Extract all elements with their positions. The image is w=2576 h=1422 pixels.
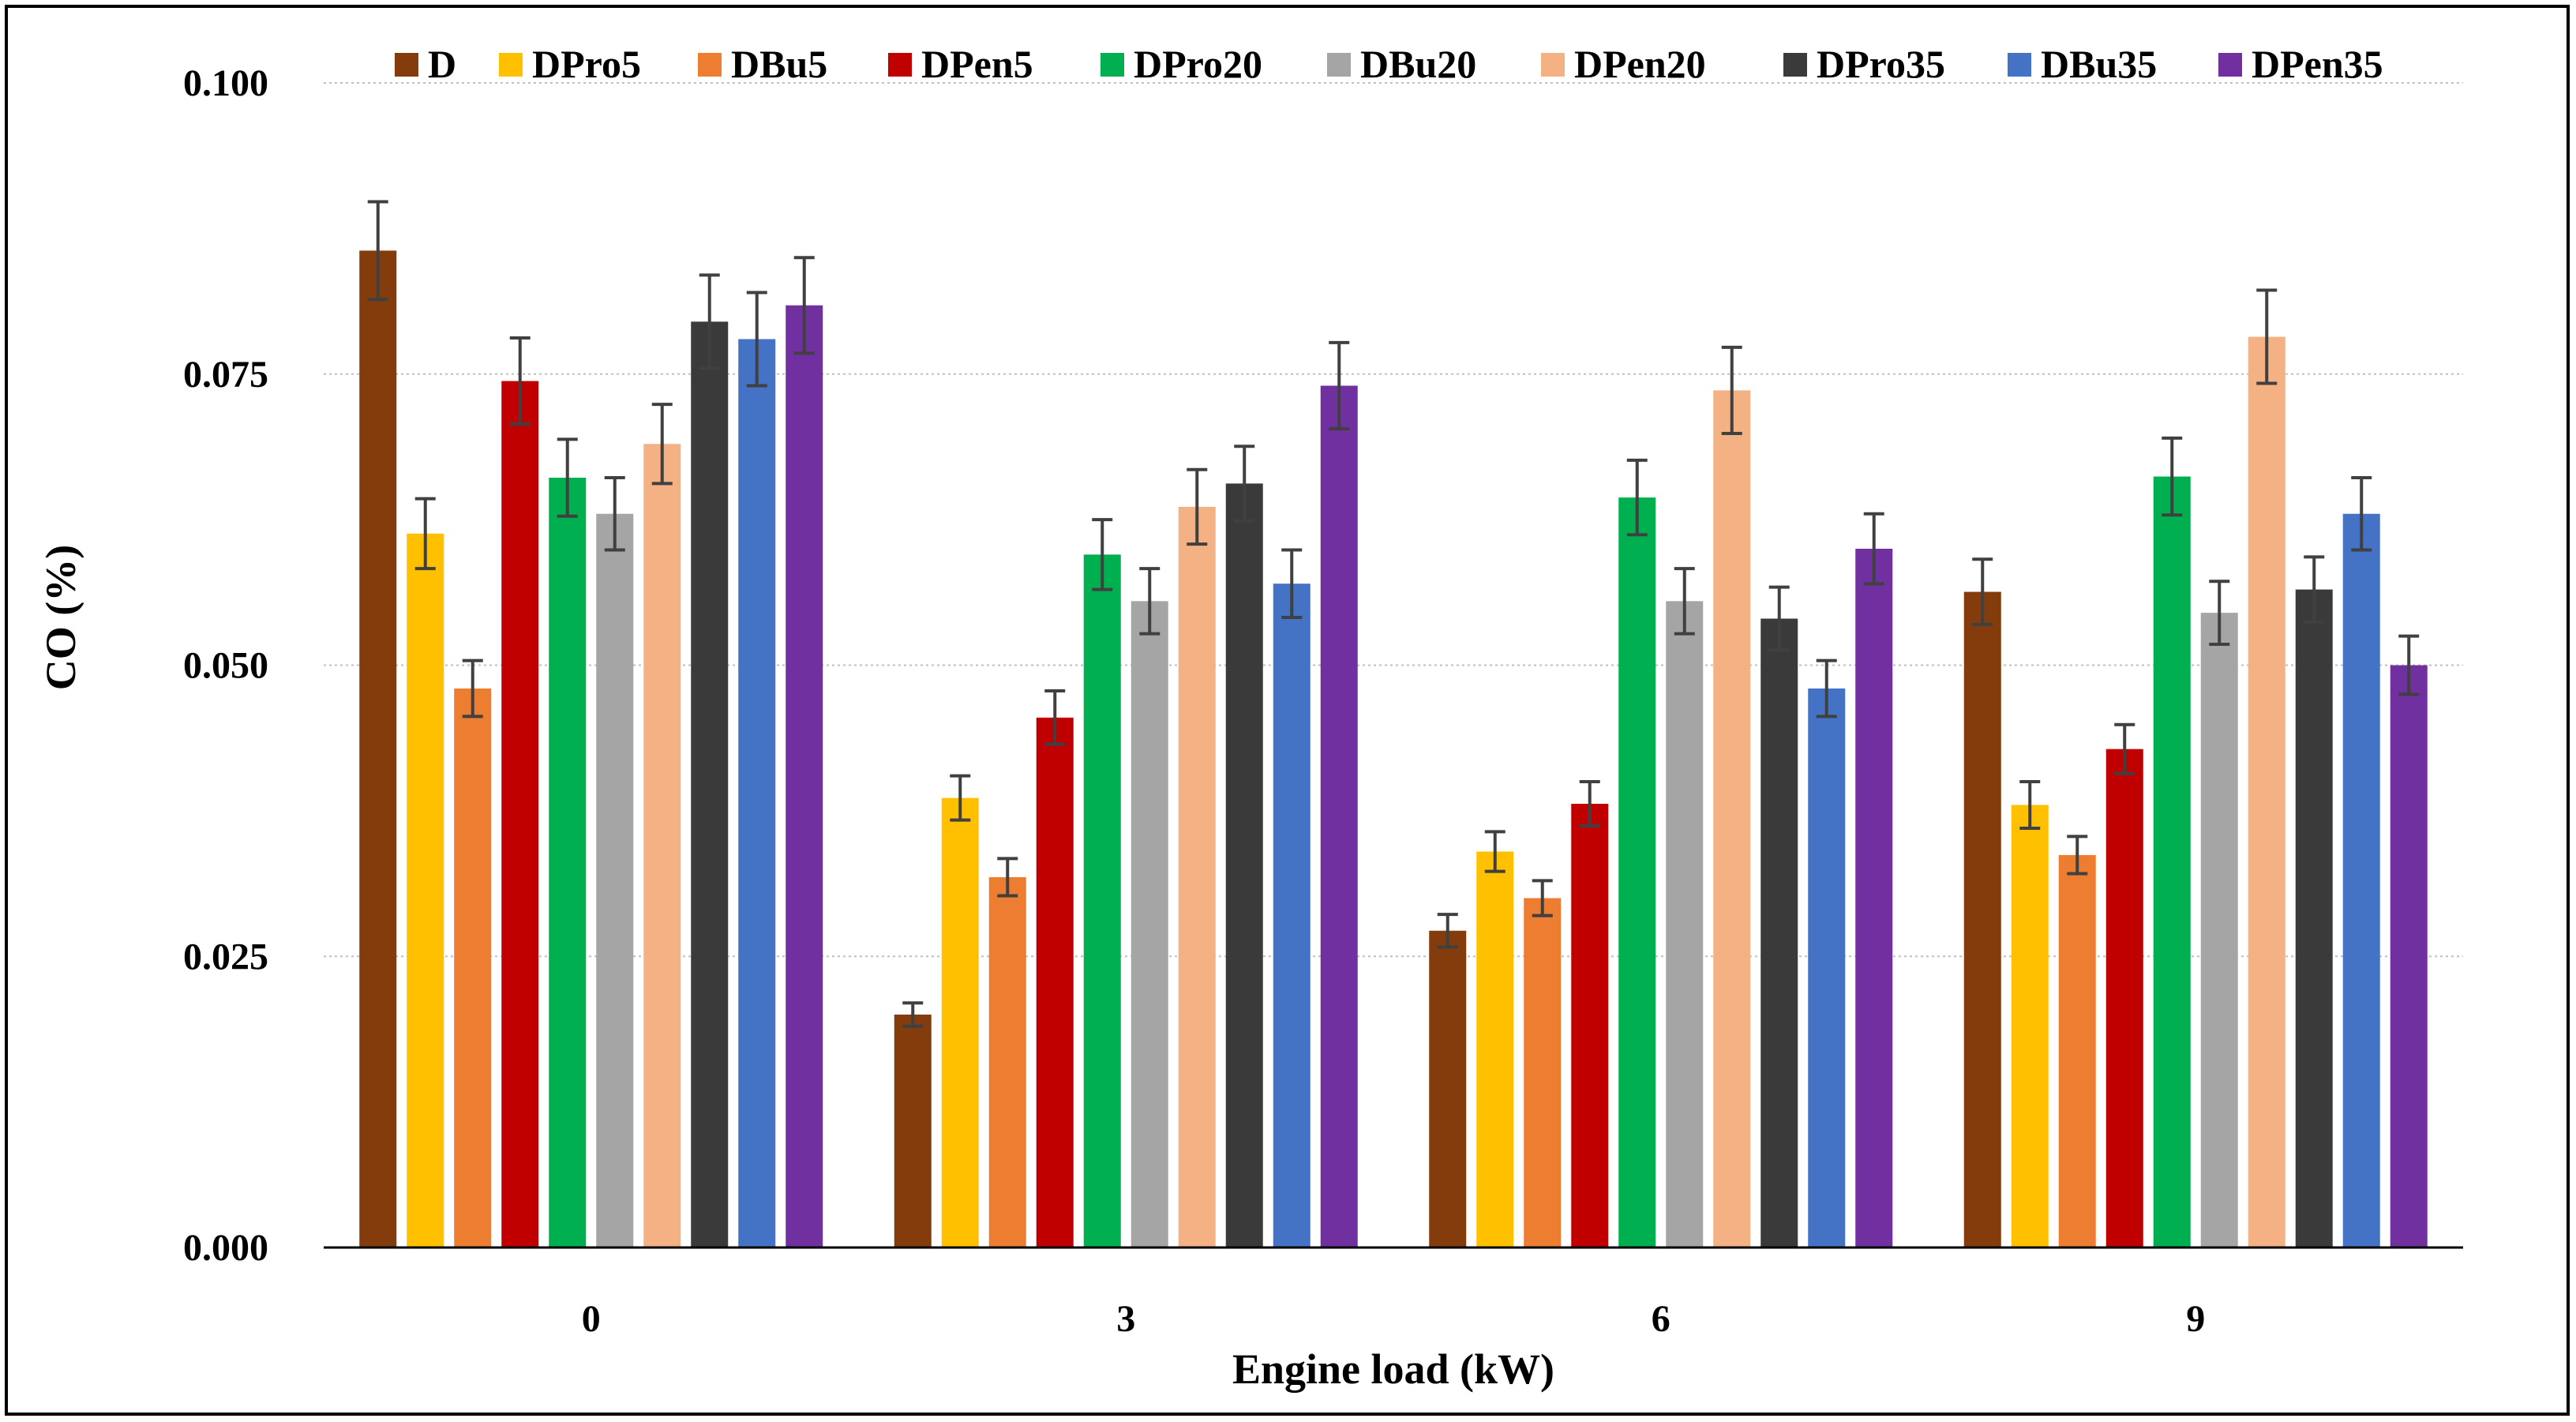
y-tick-label: 0.075 xyxy=(183,354,268,396)
legend-swatch-dbu20 xyxy=(1327,53,1351,77)
bar-dpen35-load-0 xyxy=(786,305,823,1248)
bar-dpen5-load-6 xyxy=(1571,804,1609,1248)
x-tick-label: 6 xyxy=(1652,1298,1670,1340)
y-tick-label: 0.025 xyxy=(183,936,268,977)
bar-dbu35-load-0 xyxy=(738,339,776,1248)
x-tick-label: 9 xyxy=(2186,1298,2205,1340)
bar-dbu20-load-0 xyxy=(596,513,634,1248)
bars xyxy=(359,250,2428,1248)
bar-dpen35-load-3 xyxy=(1320,385,1358,1248)
bar-dpen20-load-3 xyxy=(1178,506,1216,1248)
bar-dpro5-load-3 xyxy=(941,797,979,1248)
legend-label-dpen20: DPen20 xyxy=(1574,42,1706,86)
y-tick-label: 0.050 xyxy=(183,645,268,687)
bar-dpro20-load-6 xyxy=(1618,497,1656,1248)
bar-dpro35-load-6 xyxy=(1760,618,1798,1248)
legend-swatch-dbu35 xyxy=(2008,53,2031,77)
bar-dbu5-load-3 xyxy=(988,876,1026,1248)
bar-dpen20-load-0 xyxy=(643,444,681,1248)
bar-dpro5-load-6 xyxy=(1476,851,1514,1248)
legend-swatch-dpen35 xyxy=(2218,53,2242,77)
bar-dpen20-load-9 xyxy=(2248,336,2285,1248)
legend-swatch-dpen20 xyxy=(1541,53,1565,77)
y-axis-title: CO (%) xyxy=(37,545,84,690)
bar-dpen35-load-6 xyxy=(1855,549,1893,1248)
x-axis-title: Engine load (kW) xyxy=(1232,1345,1554,1393)
bar-dpro5-load-9 xyxy=(2011,805,2049,1248)
bar-dpro35-load-0 xyxy=(691,321,729,1248)
bar-dpen20-load-6 xyxy=(1713,390,1751,1248)
bar-dpen5-load-9 xyxy=(2105,749,2143,1248)
bar-dpen5-load-3 xyxy=(1036,717,1074,1248)
legend-label-dpen35: DPen35 xyxy=(2252,42,2383,86)
bar-dpro20-load-0 xyxy=(549,478,587,1248)
bar-d-load-9 xyxy=(1963,591,2001,1248)
legend-swatch-dpro35 xyxy=(1783,53,1807,77)
bar-dbu20-load-6 xyxy=(1666,601,1704,1248)
bar-dbu20-load-9 xyxy=(2200,613,2238,1248)
bar-dbu35-load-3 xyxy=(1273,583,1310,1248)
bar-dpro20-load-3 xyxy=(1083,554,1121,1248)
legend-swatch-dpro20 xyxy=(1101,53,1124,77)
legend-swatch-dbu5 xyxy=(698,53,722,77)
legend-label-dpen5: DPen5 xyxy=(921,42,1033,86)
bar-dpen35-load-9 xyxy=(2390,665,2428,1248)
x-tick-label: 3 xyxy=(1116,1298,1135,1340)
bar-dpro5-load-0 xyxy=(407,533,444,1248)
legend-label-dbu20: DBu20 xyxy=(1360,42,1476,86)
error-bars xyxy=(367,200,2420,1028)
bar-dpen5-load-0 xyxy=(501,381,539,1248)
bar-d-load-6 xyxy=(1429,930,1467,1248)
legend-label-dpro20: DPro20 xyxy=(1134,42,1262,86)
bar-dpro35-load-3 xyxy=(1225,483,1263,1248)
legend-label-d: D xyxy=(428,42,456,86)
y-tick-label: 0.000 xyxy=(183,1227,268,1269)
bar-dbu20-load-3 xyxy=(1131,601,1168,1248)
bar-d-load-3 xyxy=(894,1015,932,1248)
axes: 0.000 0.025 0.050 0.075 0.100 0 3 6 9 xyxy=(183,62,2463,1340)
legend: D DPro5 DBu5 DPen5 DPro20 DBu20 DPen20 DPro35 DB… xyxy=(395,42,2383,86)
y-tick-label: 0.100 xyxy=(183,62,268,104)
bar-dbu35-load-6 xyxy=(1808,688,1846,1248)
bar-dpro35-load-9 xyxy=(2295,589,2333,1248)
legend-swatch-dpro5 xyxy=(499,53,523,77)
legend-label-dpro35: DPro35 xyxy=(1817,42,1945,86)
legend-label-dbu35: DBu35 xyxy=(2041,42,2157,86)
legend-swatch-dpen5 xyxy=(888,53,912,77)
legend-swatch-d xyxy=(395,53,418,77)
legend-label-dpro5: DPro5 xyxy=(532,42,641,86)
bar-dbu35-load-9 xyxy=(2342,513,2380,1248)
bar-dpro20-load-9 xyxy=(2153,476,2191,1248)
legend-label-dbu5: DBu5 xyxy=(731,42,827,86)
bar-dbu5-load-9 xyxy=(2058,854,2096,1248)
bar-dbu5-load-6 xyxy=(1524,898,1562,1248)
bar-d-load-0 xyxy=(359,250,397,1248)
x-tick-label: 0 xyxy=(582,1298,601,1340)
bar-dbu5-load-0 xyxy=(454,688,492,1248)
